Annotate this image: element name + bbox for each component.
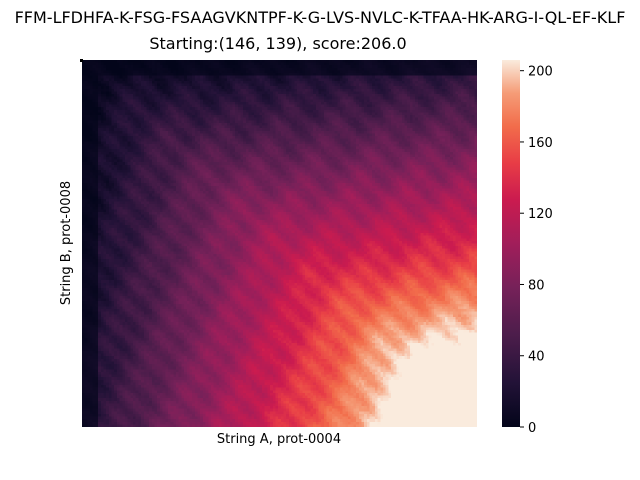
colorbar-tick-label: 80 [528,278,545,293]
colorbar-tick-label: 0 [528,421,536,436]
heatmap-cells [82,60,477,427]
start-corner-marker [80,59,83,62]
colorbar-tick-label: 40 [528,350,545,365]
colorbar-tick-label: 160 [528,136,553,151]
colorbar-tick-label: 200 [528,65,553,80]
colorbar-gradient [502,60,520,427]
colorbar-tick-label: 120 [528,207,553,222]
chart-title-line1: FFM-LFDHFA-K-FSG-FSAAGVKNTPF-K-G-LVS-NVL… [15,8,626,27]
y-axis-label: String B, prot-0008 [59,181,74,305]
heatmap-plot-area [80,59,477,427]
chart-title-line2: Starting:(146, 139), score:206.0 [149,34,406,53]
colorbar: 0 40 80 120 160 200 [502,60,553,436]
x-axis-label: String A, prot-0004 [217,432,341,447]
